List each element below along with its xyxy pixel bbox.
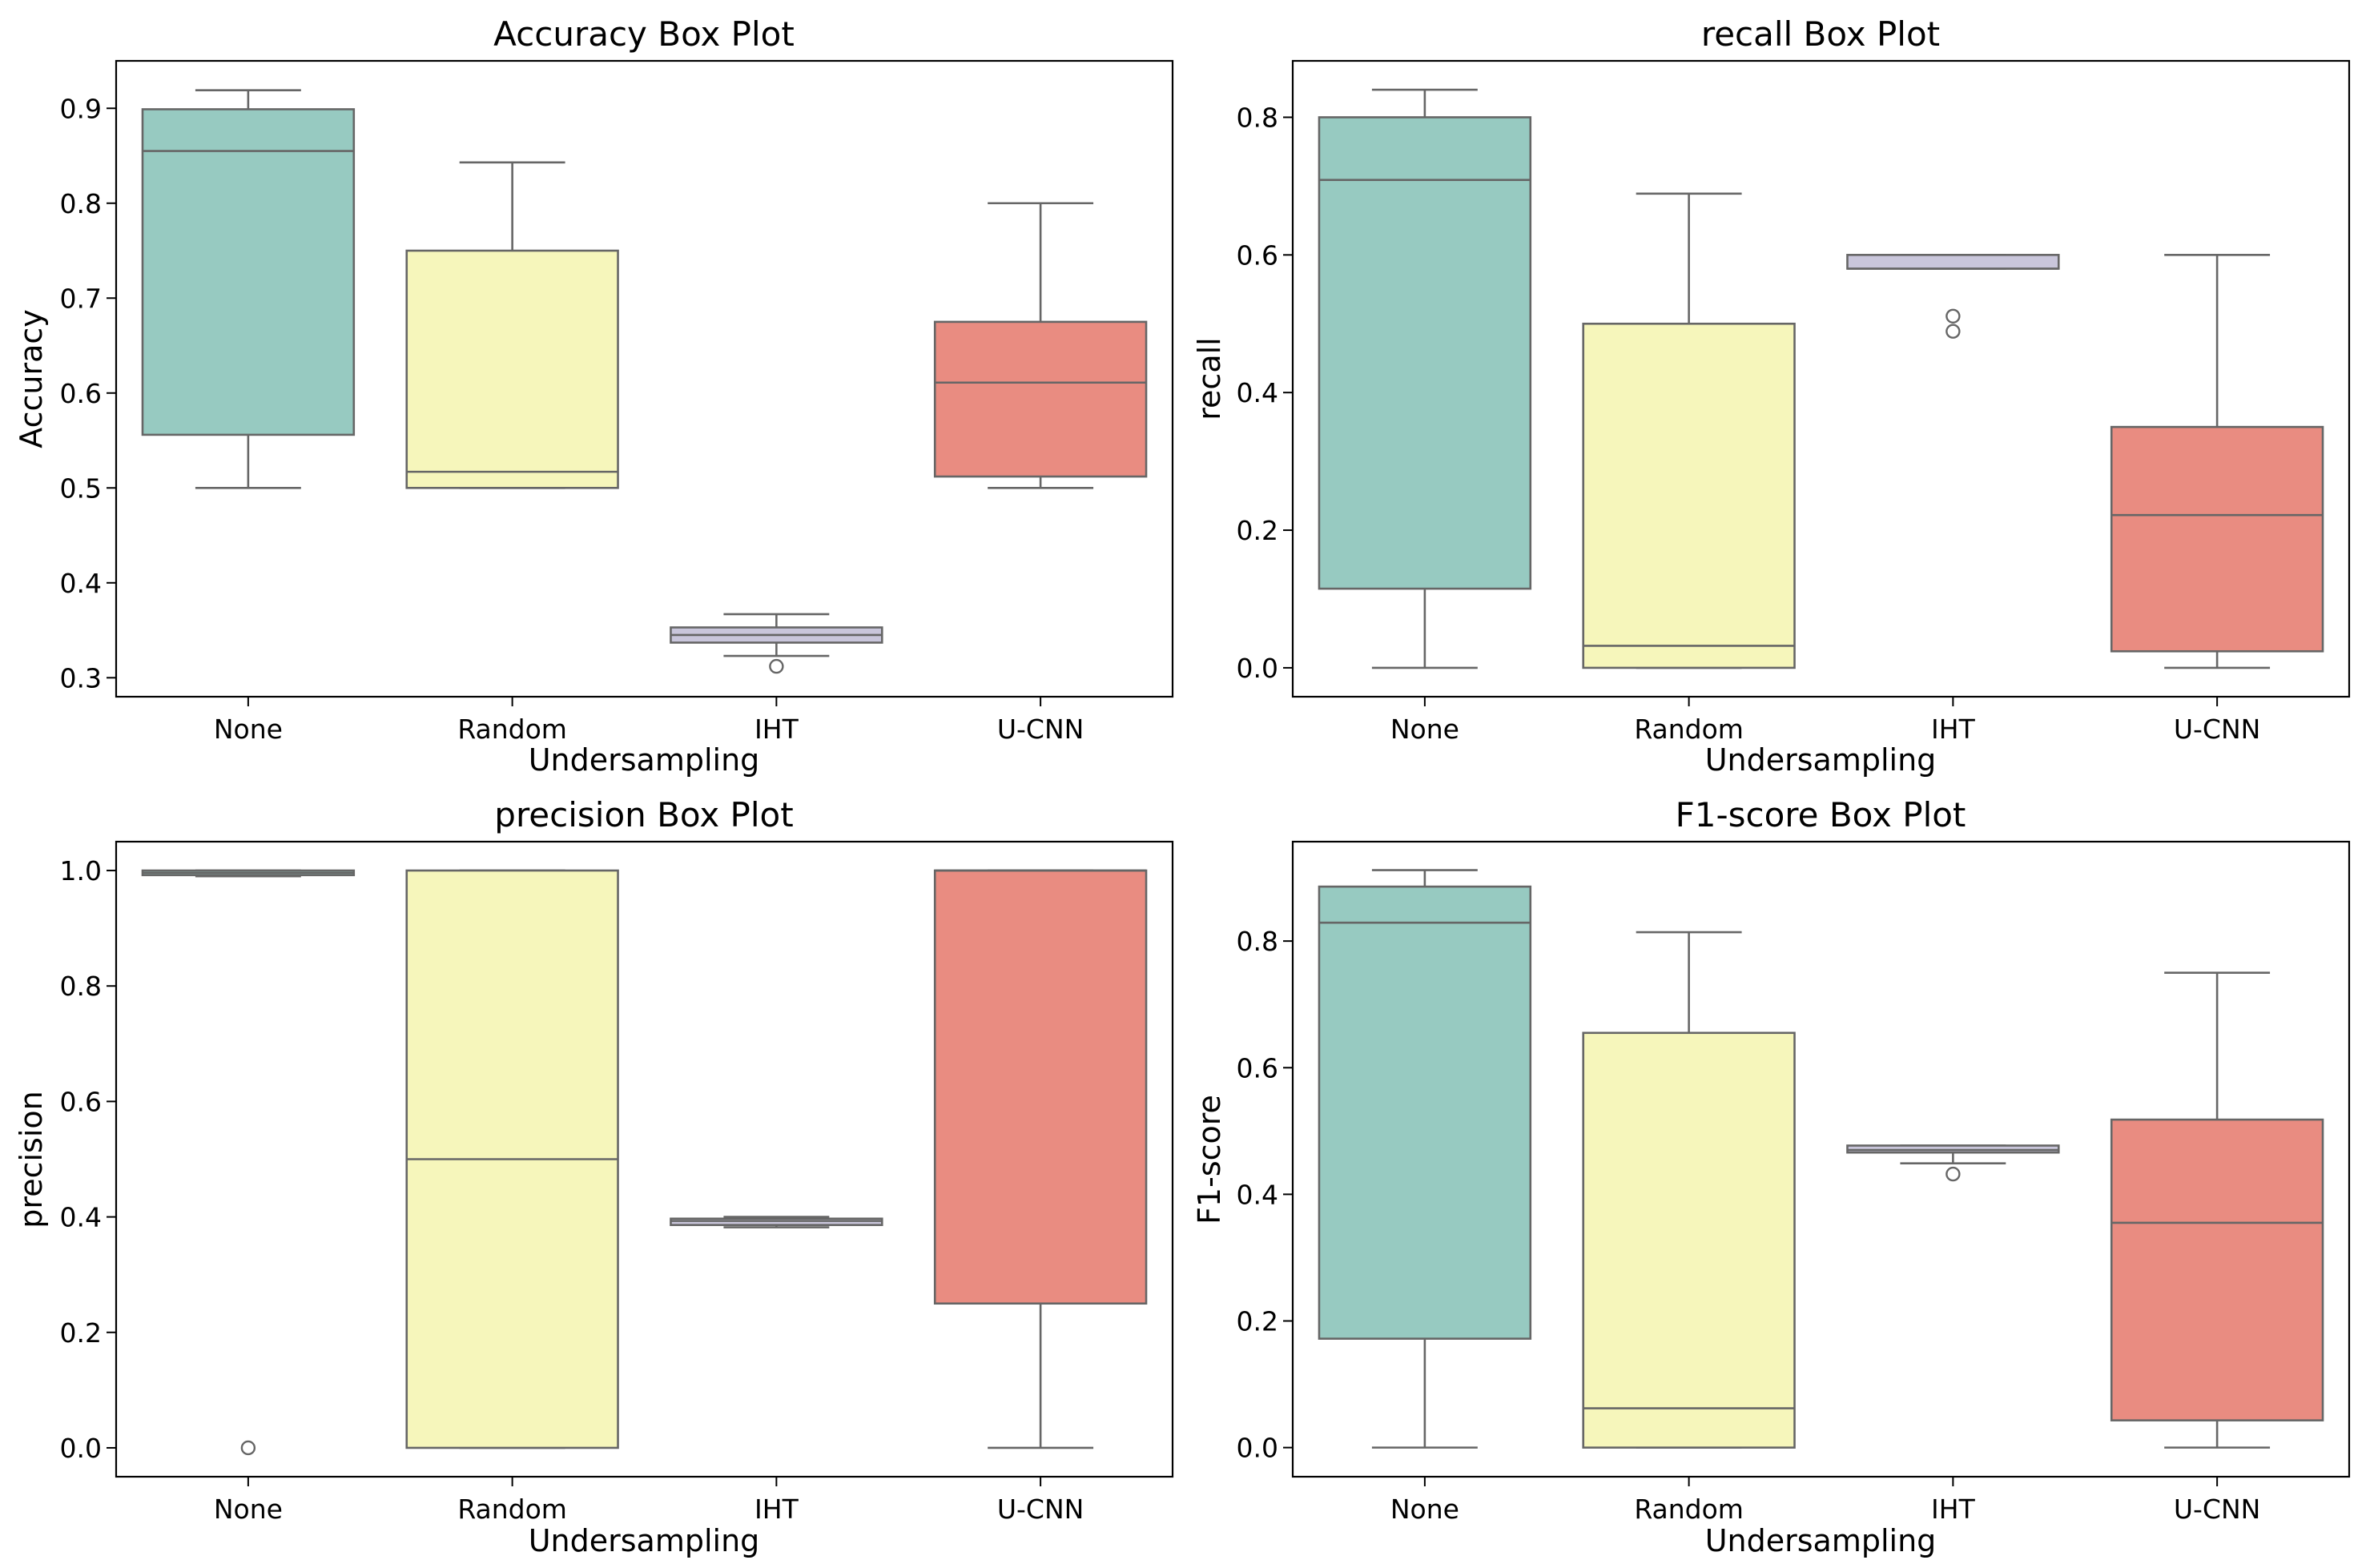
y-axis-label: F1-score bbox=[1192, 1095, 1227, 1224]
x-tick-label: U-CNN bbox=[2174, 714, 2260, 745]
y-tick-label: 0.8 bbox=[1237, 102, 1278, 133]
x-axis-label: Undersampling bbox=[1705, 1523, 1937, 1558]
box-iht bbox=[1846, 254, 2060, 270]
y-tick-label: 0.0 bbox=[1237, 653, 1278, 684]
box-none bbox=[1318, 116, 1532, 590]
box-random bbox=[1582, 322, 1796, 669]
plot-frame bbox=[115, 59, 1174, 698]
panel-title: recall Box Plot bbox=[1701, 14, 1940, 54]
y-tick-label: 0.6 bbox=[1237, 1052, 1278, 1084]
x-axis-label: Undersampling bbox=[529, 742, 760, 778]
y-tick-label: 0.4 bbox=[1237, 377, 1278, 408]
box-random bbox=[405, 249, 619, 489]
y-tick-label: 0.5 bbox=[60, 472, 102, 504]
y-tick-label: 0.6 bbox=[60, 378, 102, 409]
x-tick-label: U-CNN bbox=[997, 1494, 1084, 1525]
x-tick-label: Random bbox=[1634, 714, 1744, 745]
y-tick-label: 0.4 bbox=[60, 568, 102, 599]
y-tick-label: 0.6 bbox=[60, 1086, 102, 1117]
x-tick-label: U-CNN bbox=[997, 714, 1084, 745]
x-axis-label: Undersampling bbox=[529, 1523, 760, 1558]
x-tick-label: Random bbox=[457, 1494, 567, 1525]
panel-title: F1-score Box Plot bbox=[1676, 795, 1966, 834]
y-tick-label: 0.8 bbox=[1237, 926, 1278, 957]
outlier-none bbox=[240, 1440, 256, 1456]
x-tick-label: Random bbox=[457, 714, 567, 745]
x-tick-label: IHT bbox=[754, 714, 799, 745]
y-tick-label: 0.4 bbox=[60, 1202, 102, 1233]
box-none bbox=[141, 108, 356, 436]
y-tick-label: 0.8 bbox=[60, 971, 102, 1002]
outlier-iht bbox=[769, 658, 784, 674]
outlier-iht bbox=[1945, 1166, 1961, 1182]
box-none bbox=[1318, 885, 1532, 1340]
y-tick-label: 0.6 bbox=[1237, 239, 1278, 271]
box-u-cnn bbox=[2110, 1118, 2324, 1421]
plot-frame bbox=[115, 840, 1174, 1478]
panel-title: precision Box Plot bbox=[494, 795, 793, 834]
y-tick-label: 0.7 bbox=[60, 283, 102, 314]
x-tick-label: IHT bbox=[754, 1494, 799, 1525]
x-tick-label: None bbox=[214, 1494, 283, 1525]
y-axis-label: recall bbox=[1192, 337, 1227, 420]
y-axis-label: precision bbox=[14, 1091, 49, 1228]
x-tick-label: None bbox=[1390, 714, 1459, 745]
y-axis-label: Accuracy bbox=[14, 309, 49, 448]
panel-recall: recall Box Plot Undersampling recall 0.0… bbox=[1192, 14, 2351, 778]
x-tick-label: None bbox=[214, 714, 283, 745]
y-tick-label: 0.0 bbox=[60, 1433, 102, 1464]
x-axis-label: Undersampling bbox=[1705, 742, 1937, 778]
panel-f1-score: F1-score Box Plot Undersampling F1-score… bbox=[1192, 795, 2351, 1558]
box-u-cnn bbox=[2110, 425, 2324, 653]
x-tick-label: IHT bbox=[1931, 1494, 1976, 1525]
y-tick-label: 0.4 bbox=[1237, 1179, 1278, 1210]
box-u-cnn bbox=[933, 869, 1148, 1305]
plot-frame bbox=[1291, 59, 2351, 698]
y-tick-label: 0.2 bbox=[60, 1317, 102, 1349]
panel-precision: precision Box Plot Undersampling precisi… bbox=[14, 795, 1174, 1558]
outlier-iht bbox=[1945, 308, 1961, 324]
box-random bbox=[1582, 1031, 1796, 1449]
y-tick-label: 0.8 bbox=[60, 188, 102, 219]
x-tick-label: IHT bbox=[1931, 714, 1976, 745]
y-tick-label: 0.9 bbox=[60, 93, 102, 124]
x-tick-label: Random bbox=[1634, 1494, 1744, 1525]
plot-frame bbox=[1291, 840, 2351, 1478]
y-tick-label: 0.2 bbox=[1237, 515, 1278, 546]
y-tick-label: 0.2 bbox=[1237, 1306, 1278, 1337]
y-tick-label: 0.3 bbox=[60, 662, 102, 694]
y-tick-label: 1.0 bbox=[60, 855, 102, 887]
box-u-cnn bbox=[933, 320, 1148, 478]
panel-title: Accuracy Box Plot bbox=[493, 14, 795, 54]
x-tick-label: None bbox=[1390, 1494, 1459, 1525]
panel-accuracy: Accuracy Box Plot Undersampling Accuracy… bbox=[14, 14, 1174, 778]
y-tick-label: 0.0 bbox=[1237, 1433, 1278, 1464]
x-tick-label: U-CNN bbox=[2174, 1494, 2260, 1525]
outlier-iht bbox=[1945, 324, 1961, 339]
